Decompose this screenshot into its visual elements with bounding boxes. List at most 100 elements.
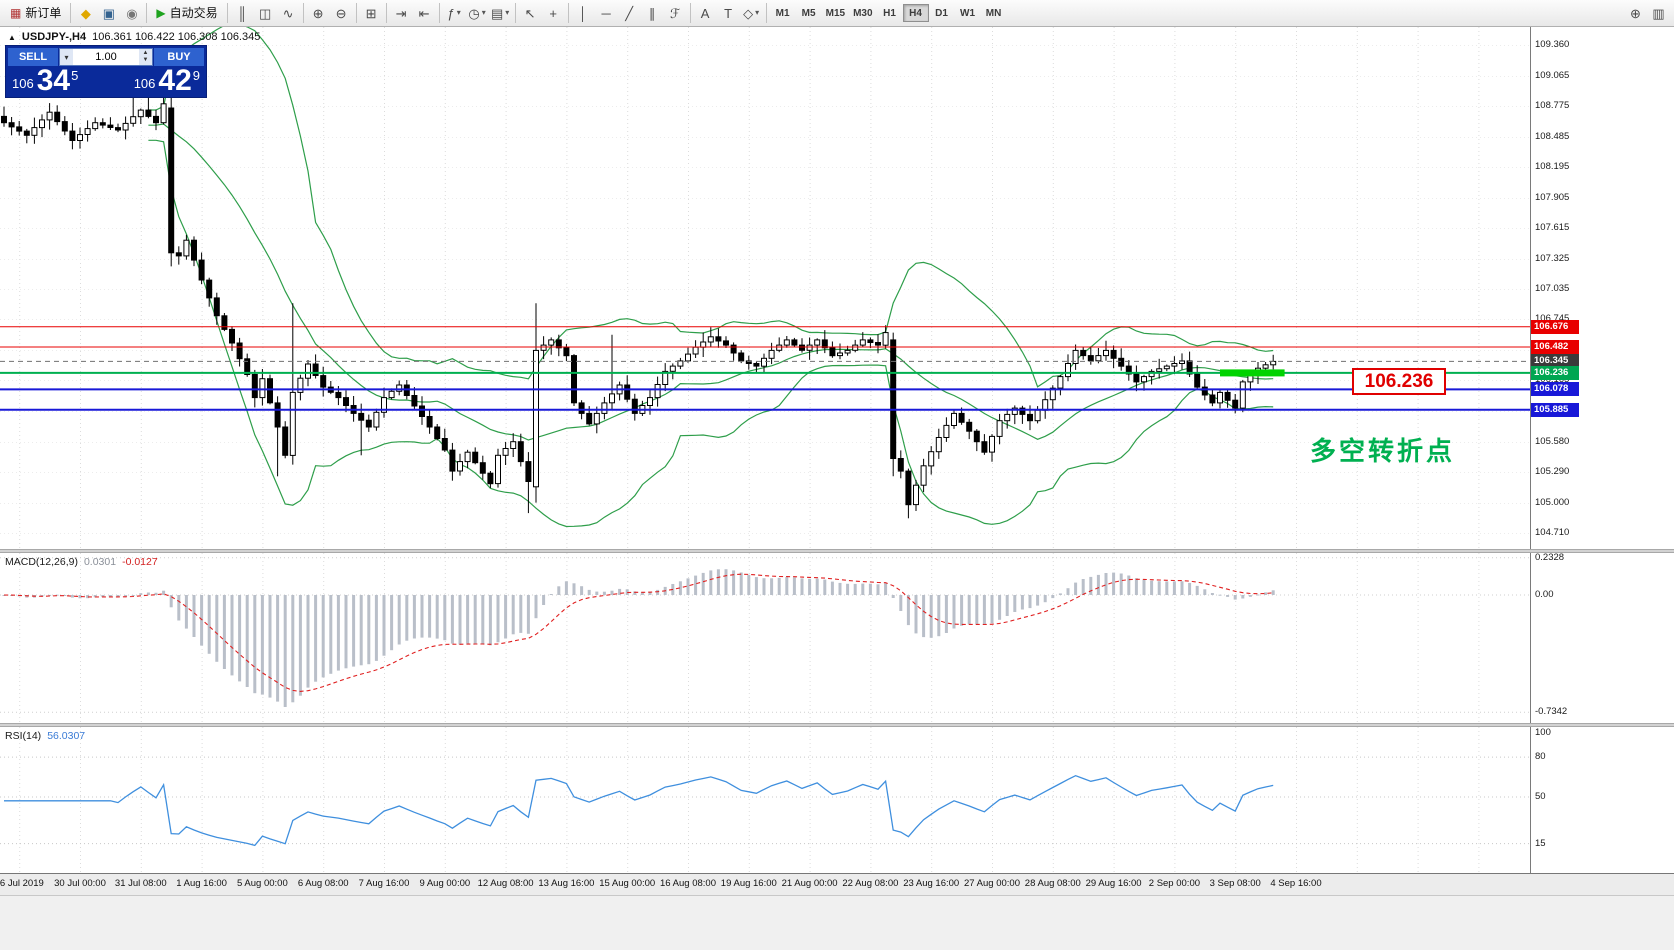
periods-menu[interactable]: ◷ ▾ (466, 2, 489, 24)
zoom-in-icon[interactable]: ⊕ (307, 2, 330, 24)
sell-price-display[interactable]: 106 34 5 (12, 66, 78, 95)
price-tag-106.078[interactable]: 106.078 (1531, 382, 1579, 397)
time-axis[interactable]: 26 Jul 2019 30 Jul 00:00 31 Jul 08:00 1 Aug… (0, 873, 1674, 895)
timeframe-m15[interactable]: M15 (825, 7, 846, 19)
text-label-icon[interactable]: T (717, 2, 740, 24)
macd-axis[interactable]: 0.2328 0.00 -0.7342 (1530, 552, 1674, 723)
main-chart-svg[interactable] (0, 27, 1530, 549)
timeframe-m5[interactable]: M5 (801, 7, 816, 19)
candle-body (495, 454, 501, 485)
text-icon[interactable]: A (694, 2, 717, 24)
timeframe-mn[interactable]: MN (985, 7, 1002, 19)
zoom-dialog-icon[interactable]: ⊕ (1624, 2, 1647, 24)
timeframe-m1[interactable]: M1 (775, 7, 790, 19)
candlestick-chart-icon[interactable]: ◫ (254, 2, 277, 24)
volume-down-icon[interactable]: ▼ (142, 57, 149, 63)
macd-histogram-bar (86, 595, 90, 599)
candle-body (343, 397, 349, 407)
rsi-label: RSI(14) 56.0307 (5, 730, 85, 742)
horizontal-line-icon[interactable]: ─ (595, 2, 618, 24)
price-tag-105.885[interactable]: 105.885 (1531, 402, 1579, 417)
rsi-axis[interactable]: 100 80 50 15 (1530, 727, 1674, 873)
macd-svg[interactable] (0, 553, 1530, 723)
price-tag-106.676[interactable]: 106.676 (1531, 319, 1579, 334)
candle-body (700, 341, 707, 348)
candle-body (1080, 349, 1087, 357)
candle-body (654, 384, 661, 399)
timeframe-d1[interactable]: D1 (935, 7, 948, 19)
candle-body (692, 346, 699, 355)
candle-body (23, 130, 30, 136)
candle-body (464, 451, 471, 463)
macd-histogram-bar (63, 595, 67, 596)
buy-price-display[interactable]: 106 42 9 (134, 64, 200, 97)
templates-menu[interactable]: ▤ ▾ (489, 2, 512, 24)
buy-price-pips: 42 (158, 64, 192, 97)
volume-input[interactable] (73, 49, 139, 65)
macd-histogram-bar (534, 595, 538, 619)
chart-fastnav-icon[interactable]: ▲ (8, 32, 16, 42)
macd-histogram-bar (762, 578, 766, 595)
timeframe-h4[interactable]: H4 (902, 4, 929, 22)
price-axis[interactable]: 109.360 109.065 108.775 108.485 108.195 107.9… (1530, 27, 1674, 549)
autotrading-button[interactable]: ▶ 自动交易 (150, 2, 223, 24)
toolbar-separator (385, 3, 387, 23)
candle-body (107, 124, 114, 128)
auto-scroll-icon-icon: ⇥ (395, 5, 407, 21)
trendline-icon[interactable]: ╱ (618, 2, 641, 24)
macd-histogram-bar (177, 595, 181, 621)
indicators-menu[interactable]: ƒ ▾ (443, 2, 466, 24)
timeframe-h1[interactable]: H1 (883, 7, 896, 19)
highlight-segment[interactable] (1220, 369, 1285, 377)
price-tag-106.345[interactable]: 106.345 (1531, 354, 1579, 369)
line-chart-icon[interactable]: ∿ (277, 2, 300, 24)
tile-windows-icon[interactable]: ⊞ (360, 2, 383, 24)
price-callout[interactable]: 106.236 (1352, 368, 1446, 395)
candle-body (1072, 349, 1079, 364)
timeframe-w1[interactable]: W1 (960, 7, 976, 19)
macd-histogram-bar (443, 595, 447, 641)
volume-up-icon[interactable]: ▲ (142, 49, 149, 56)
volume-spinner[interactable]: ▲ ▼ (139, 49, 152, 65)
candle-body (563, 347, 570, 357)
candle-body (958, 412, 965, 423)
price-tag-106.236[interactable]: 106.236 (1531, 365, 1579, 380)
zoom-dialog-icon-icon: ⊕ (1630, 5, 1641, 21)
bar-chart-icon[interactable]: ║ (231, 2, 254, 24)
toolbar-separator (355, 3, 357, 23)
macd-histogram-bar (549, 594, 553, 595)
rsi-svg[interactable] (0, 727, 1530, 873)
candle-body (1163, 365, 1170, 370)
window-list-icon[interactable]: ▥ (1647, 2, 1670, 24)
shapes-menu[interactable]: ◇ ▾ (740, 2, 763, 24)
profiles-icon[interactable]: ◆ (74, 2, 97, 24)
timeframe-m30[interactable]: M30 (853, 7, 873, 19)
candle-body (472, 451, 479, 464)
chinese-annotation[interactable]: 多空转折点 (1310, 436, 1456, 466)
strategy-tester-icon[interactable]: ◉ (120, 2, 143, 24)
splitter-main-macd[interactable] (0, 549, 1674, 553)
chart-shift-icon[interactable]: ⇤ (413, 2, 436, 24)
terminal-icon[interactable]: ▣ (97, 2, 120, 24)
candle-body (799, 344, 805, 351)
volume-dropdown-caret[interactable]: ▾ (60, 49, 73, 65)
cursor-icon[interactable]: ↖ (519, 2, 542, 24)
vertical-line-icon[interactable]: │ (572, 2, 595, 24)
splitter-macd-rsi[interactable] (0, 723, 1674, 727)
crosshair-icon[interactable]: + (542, 2, 565, 24)
channel-icon[interactable]: ∥ (641, 2, 664, 24)
toolbar-separator (514, 3, 516, 23)
zoom-out-icon[interactable]: ⊖ (330, 2, 353, 24)
macd-histogram-bar (238, 595, 242, 682)
sell-button[interactable]: SELL (8, 48, 58, 66)
new-order-button[interactable]: ▦ 新订单 (4, 2, 67, 24)
price-tag-106.482[interactable]: 106.482 (1531, 340, 1579, 355)
macd-histogram-bar (853, 583, 857, 595)
auto-scroll-icon[interactable]: ⇥ (390, 2, 413, 24)
fibonacci-icon[interactable]: ℱ (664, 2, 687, 24)
buy-button[interactable]: BUY (154, 48, 204, 66)
candle-body (1133, 373, 1140, 383)
macd-histogram-bar (960, 595, 964, 626)
macd-histogram-bar (990, 595, 994, 624)
macd-panel: MACD(12,26,9) 0.0301 -0.0127 0.2328 0.00 -0.… (0, 552, 1674, 723)
